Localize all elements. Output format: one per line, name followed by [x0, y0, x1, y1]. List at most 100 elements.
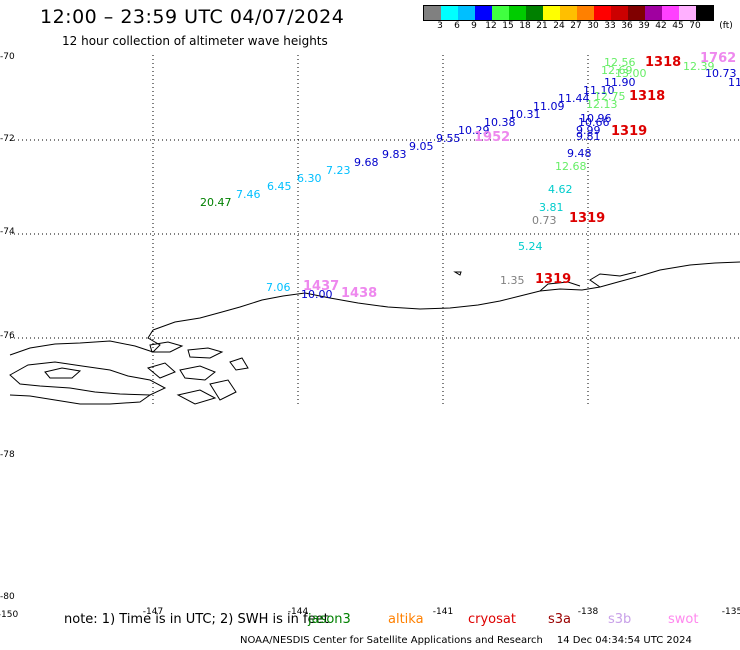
lon-label-135: -135	[721, 607, 740, 617]
wave-height-label: 9.55	[436, 132, 461, 145]
colorbar-tick-label: 6	[454, 21, 460, 31]
wave-height-label: 7.23	[326, 164, 351, 177]
colorbar-tick-label: 9	[471, 21, 477, 31]
lat-label-80: -80	[0, 592, 15, 602]
wave-height-label: 12.75	[594, 90, 626, 103]
wave-height-label: 6.30	[297, 172, 322, 185]
wave-height-label: 9.68	[354, 156, 379, 169]
colorbar-tick-label: 27	[570, 21, 582, 31]
colorbar-swatch	[679, 6, 696, 20]
colorbar-tick-label: 30	[587, 21, 599, 31]
colorbar-swatch	[662, 6, 679, 20]
wave-height-label: 10.31	[509, 108, 541, 121]
colorbar-tick-label: 12	[485, 21, 497, 31]
colorbar-swatch	[645, 6, 662, 20]
wave-height-label: 9.83	[382, 148, 407, 161]
wave-height-label: 7.06	[266, 281, 291, 294]
units-note: note: 1) Time is in UTC; 2) SWH is in fe…	[64, 612, 329, 627]
wave-height-label: 1319	[569, 211, 605, 226]
colorbar-swatch	[560, 6, 577, 20]
wave-height-labels: 20.477.466.456.307.239.689.839.059.5510.…	[200, 51, 740, 301]
colorbar-tick-label: 39	[638, 21, 650, 31]
colorbar-tick-label: 18	[519, 21, 531, 31]
lat-label-74: -74	[0, 227, 15, 237]
satellite-legend-s3a: s3a	[548, 612, 572, 627]
wave-height-label: 1318	[645, 55, 681, 70]
wave-height-label: 9.05	[409, 140, 434, 153]
wave-height-label: 4.62	[548, 183, 573, 196]
wave-height-label: 10.38	[484, 116, 516, 129]
map-subtitle: 12 hour collection of altimeter wave hei…	[62, 34, 328, 48]
colorbar-swatch	[577, 6, 594, 20]
coastline	[9, 261, 740, 405]
colorbar-tick-label: 15	[502, 21, 514, 31]
wave-height-label: 1.35	[500, 274, 525, 287]
wave-height-label: 10.96	[580, 112, 612, 125]
wave-height-label: 5.24	[518, 240, 543, 253]
credit-text: NOAA/NESDIS Center for Satellite Applica…	[240, 635, 543, 646]
wave-height-label: 12.68	[555, 160, 587, 173]
timestamp: 14 Dec 04:34:54 UTC 2024	[556, 635, 692, 646]
graticule	[10, 55, 740, 405]
wave-height-label: 1318	[629, 89, 665, 104]
satellite-legend-s3b: s3b	[608, 612, 632, 627]
colorbar-swatch	[509, 6, 526, 20]
wave-height-label: 1438	[341, 286, 377, 301]
wave-height-label: 1952	[474, 130, 510, 145]
wave-height-label: 3.81	[539, 201, 564, 214]
colorbar-tick-label: 33	[604, 21, 616, 31]
wave-height-label: 12.39	[683, 60, 715, 73]
lat-label-76: -76	[0, 331, 15, 341]
lon-label-144: -144	[287, 607, 309, 617]
colorbar-swatch	[526, 6, 543, 20]
lon-label-147: -147	[142, 607, 164, 617]
wave-height-label: 12.69	[601, 64, 633, 77]
credit-line: NOAA/NESDIS Center for Satellite Applica…	[240, 635, 692, 646]
wave-height-label: 10.29	[458, 124, 490, 137]
colorbar-swatch	[492, 6, 509, 20]
map-title: 12:00 – 23:59 UTC 04/07/2024	[40, 6, 345, 28]
wave-height-label: 1319	[535, 272, 571, 287]
wave-height-label: 9.81	[576, 130, 601, 143]
lon-label-141: -141	[432, 607, 454, 617]
lat-label-72: -72	[0, 134, 15, 144]
colorbar-unit-label: (ft)	[719, 21, 733, 31]
satellite-legend-altika: altika	[388, 612, 424, 627]
wave-height-label: 13.00	[615, 67, 647, 80]
wave-height-label: 11	[728, 76, 740, 89]
colorbar-swatch	[696, 6, 713, 20]
wave-height-label: 7.46	[236, 188, 261, 201]
colorbar-tick-label: 24	[553, 21, 565, 31]
colorbar-swatch	[458, 6, 475, 20]
lon-label-138: -138	[577, 607, 599, 617]
wave-height-label: 10.73	[705, 67, 737, 80]
colorbar-swatch	[441, 6, 458, 20]
colorbar-swatch	[594, 6, 611, 20]
wave-height-label: 9.48	[567, 147, 592, 160]
wave-height-label: 9.99	[576, 124, 601, 137]
satellite-legend-cryosat: cryosat	[468, 612, 516, 627]
colorbar-tick-label: 45	[672, 21, 684, 31]
wave-height-label: 0.73	[532, 214, 557, 227]
wave-height-label: 6.45	[267, 180, 292, 193]
wave-height-label: 11.09	[533, 100, 565, 113]
lat-label-70: -70	[0, 52, 15, 62]
colorbar-swatch	[475, 6, 492, 20]
wave-height-label: 12.13	[586, 98, 618, 111]
lat-label-78: -78	[0, 450, 15, 460]
wave-height-label: 10.00	[301, 288, 333, 301]
satellite-legend-swot: swot	[668, 612, 699, 627]
colorbar-swatch	[611, 6, 628, 20]
wave-height-label: 11.44	[558, 92, 590, 105]
colorbar-swatch	[424, 6, 441, 20]
colorbar-tick-label: 36	[621, 21, 633, 31]
colorbar-ticks: 3 6 9 12 15 18 21 24 27 30 33 36 39 42 45 70 (ft)	[423, 21, 740, 33]
colorbar-swatch	[628, 6, 645, 20]
wave-height-label: 11.10	[583, 84, 615, 97]
wave-height-label: 10.66	[578, 116, 610, 129]
wave-height-label: 1762	[700, 51, 736, 66]
colorbar-tick-label: 70	[689, 21, 701, 31]
colorbar-swatch	[543, 6, 560, 20]
colorbar-tick-label: 3	[437, 21, 443, 31]
